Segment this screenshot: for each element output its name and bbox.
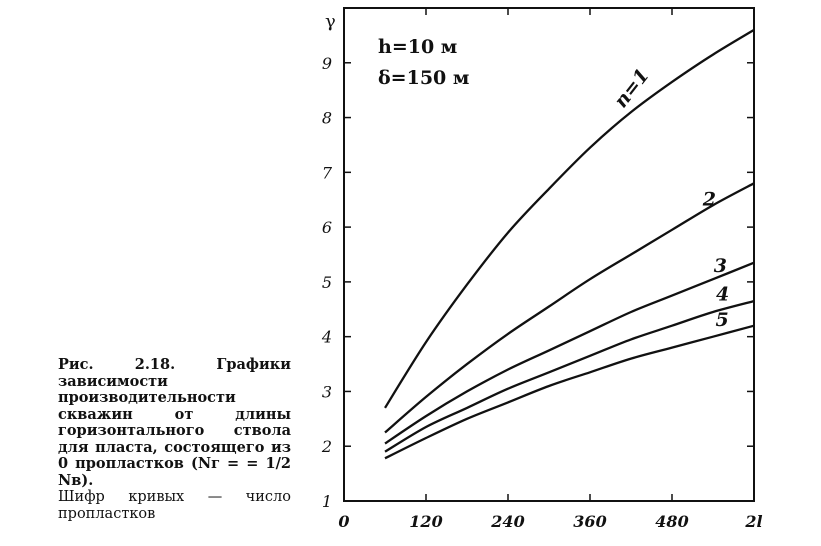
x-tick-label: 480 — [655, 512, 688, 531]
series-line-1 — [384, 28, 755, 409]
param-h-label: h=10 м — [378, 36, 457, 58]
y-tick-label: 6 — [322, 218, 332, 237]
x-tick-label: 2l — [744, 512, 762, 531]
x-tick-label: 360 — [573, 512, 606, 531]
y-tick-label: 8 — [322, 109, 332, 128]
y-tick-label: 1 — [322, 492, 332, 511]
y-tick-label: 9 — [322, 54, 332, 73]
y-axis-title: γ — [325, 11, 336, 32]
series-label-3: 3 — [714, 255, 727, 277]
series-line-4 — [384, 299, 755, 453]
x-tick-label: 240 — [490, 512, 524, 531]
series-label-2: 2 — [702, 188, 716, 210]
x-tick-label: 0 — [338, 512, 349, 531]
series-label-4: 4 — [716, 283, 729, 305]
x-tick-label: 120 — [409, 512, 442, 531]
y-tick-label: 4 — [321, 328, 332, 347]
y-tick-label: 5 — [322, 273, 332, 292]
caption-note: Шифр кривых — число пропластков — [58, 489, 291, 522]
caption-title: Рис. 2.18. Графики зависимости производи… — [58, 356, 291, 489]
series-label-1: n=1 — [610, 65, 654, 112]
figure-caption: Рис. 2.18. Графики зависимости производи… — [58, 356, 291, 522]
y-tick-label: 7 — [322, 163, 333, 182]
param-delta-label: δ=150 м — [378, 67, 469, 89]
series-line-3 — [384, 261, 755, 445]
series-line-5 — [384, 324, 755, 460]
series-label-5: 5 — [715, 309, 728, 331]
y-tick-label: 2 — [321, 437, 332, 456]
series-line-2 — [384, 182, 755, 434]
y-tick-label: 3 — [322, 382, 332, 401]
plot-frame — [343, 7, 755, 502]
